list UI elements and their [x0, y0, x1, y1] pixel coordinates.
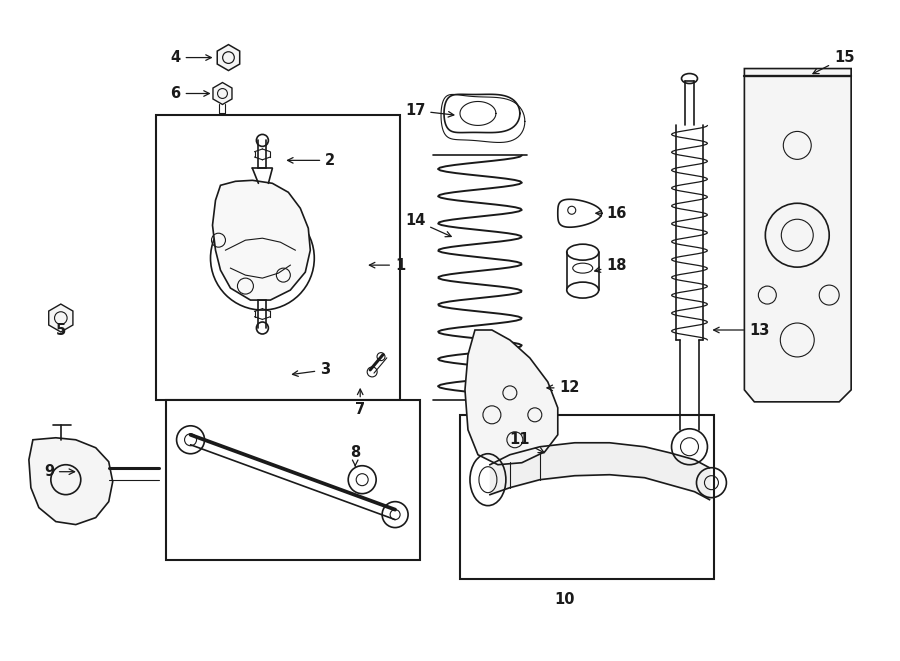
Text: 11: 11 — [509, 432, 544, 453]
Text: 8: 8 — [350, 446, 360, 466]
Bar — [166, 400, 420, 559]
Polygon shape — [744, 69, 851, 402]
Text: 13: 13 — [714, 323, 770, 338]
Text: 14: 14 — [405, 213, 451, 237]
Text: 7: 7 — [356, 389, 365, 417]
Text: 10: 10 — [554, 592, 575, 607]
Text: 3: 3 — [292, 362, 330, 377]
Text: 5: 5 — [56, 323, 66, 338]
Text: 4: 4 — [170, 50, 211, 65]
Polygon shape — [49, 304, 73, 332]
Polygon shape — [212, 180, 310, 300]
Ellipse shape — [567, 282, 598, 298]
Text: 2: 2 — [287, 153, 336, 168]
Polygon shape — [213, 83, 232, 104]
Text: 18: 18 — [595, 258, 627, 272]
Polygon shape — [29, 438, 112, 525]
Bar — [460, 415, 715, 580]
Text: 17: 17 — [405, 103, 454, 118]
Text: 15: 15 — [813, 50, 854, 73]
Text: 9: 9 — [44, 464, 75, 479]
Text: 16: 16 — [596, 206, 626, 221]
Text: 1: 1 — [369, 258, 405, 272]
Polygon shape — [217, 44, 239, 71]
Text: 12: 12 — [547, 380, 580, 395]
Polygon shape — [465, 330, 558, 465]
Bar — [156, 116, 400, 400]
Text: 6: 6 — [170, 86, 210, 101]
